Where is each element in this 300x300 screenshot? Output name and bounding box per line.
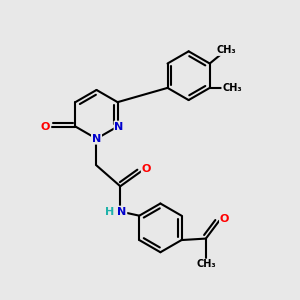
Text: CH₃: CH₃ — [222, 83, 242, 93]
Text: H: H — [105, 206, 115, 217]
Text: N: N — [117, 206, 126, 217]
Text: N: N — [115, 122, 124, 131]
Text: CH₃: CH₃ — [196, 260, 216, 269]
Text: CH₃: CH₃ — [216, 45, 236, 55]
Text: O: O — [142, 164, 151, 174]
Text: O: O — [41, 122, 50, 131]
Text: N: N — [92, 134, 101, 144]
Text: O: O — [220, 214, 229, 224]
